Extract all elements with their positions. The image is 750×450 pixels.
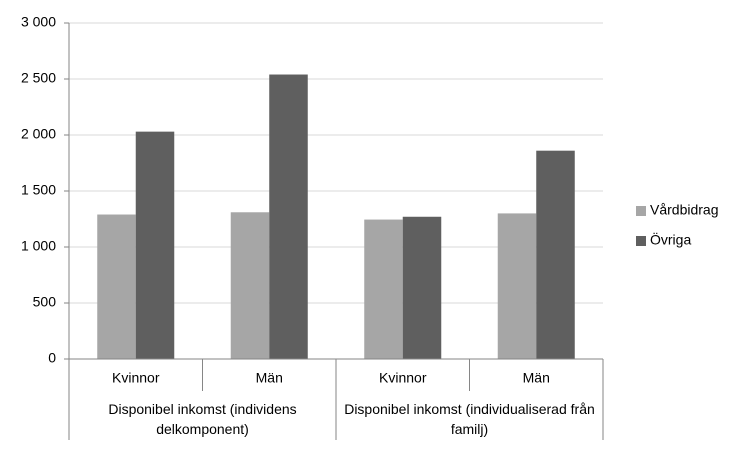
bar bbox=[536, 150, 575, 359]
bar bbox=[269, 74, 308, 360]
category-group-label: Disponibel inkomst (individualiserad frå… bbox=[344, 401, 595, 437]
y-tick-label: 500 bbox=[33, 294, 57, 310]
legend-swatch bbox=[636, 206, 646, 216]
legend-label: Vårdbidrag bbox=[650, 202, 719, 218]
legend-swatch bbox=[636, 236, 646, 246]
bar bbox=[135, 131, 175, 359]
bar bbox=[402, 216, 442, 359]
x-tick-label: Män bbox=[256, 370, 283, 386]
y-tick-label: 1 500 bbox=[21, 182, 56, 198]
x-tick-label: Kvinnor bbox=[379, 370, 427, 386]
bar bbox=[364, 219, 403, 359]
y-tick-label: 0 bbox=[48, 350, 56, 366]
x-tick-label: Kvinnor bbox=[112, 370, 160, 386]
x-tick-label: Män bbox=[523, 370, 550, 386]
legend-label: Övriga bbox=[650, 231, 691, 248]
y-tick-label: 1 000 bbox=[21, 238, 56, 254]
bar bbox=[97, 214, 136, 359]
bar bbox=[497, 213, 537, 359]
y-tick-label: 2 000 bbox=[21, 126, 56, 142]
y-tick-label: 2 500 bbox=[21, 70, 56, 86]
category-group-label: Disponibel inkomst (individens delkompon… bbox=[108, 401, 297, 437]
y-tick-label: 3 000 bbox=[21, 14, 56, 30]
bar bbox=[230, 212, 270, 359]
